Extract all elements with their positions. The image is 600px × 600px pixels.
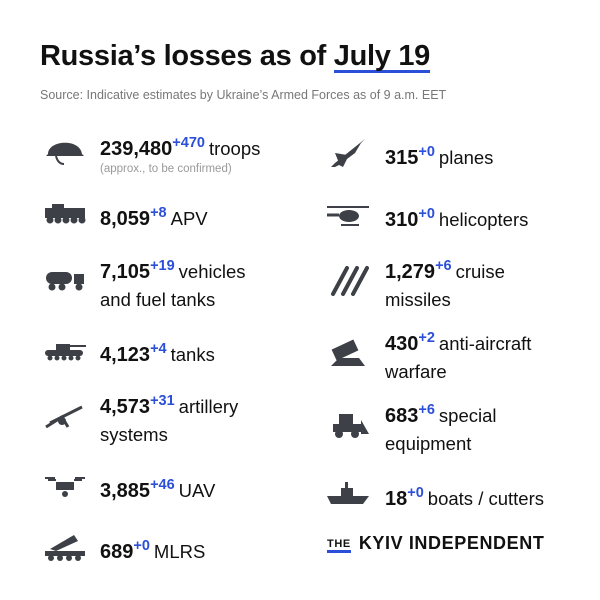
stat-note: (approx., to be confirmed): [100, 163, 232, 175]
stat-planes: 315+0 planes: [385, 139, 493, 172]
stat-label: APV: [170, 208, 208, 229]
helicopter-icon: [325, 199, 371, 231]
stat-label-line2: missiles: [385, 289, 451, 310]
plane-icon: [325, 137, 371, 169]
mlrs-icon: [42, 531, 88, 563]
logo-name: KYIV INDEPENDENT: [358, 533, 545, 553]
stat-label: helicopters: [438, 209, 529, 230]
stat-label: planes: [438, 147, 494, 168]
stat-value: 3,885: [100, 480, 151, 502]
stat-value: 315: [385, 147, 419, 169]
title-date: July 19: [333, 40, 431, 73]
stat-value: 8,059: [100, 208, 151, 230]
stat-label: artillery: [178, 396, 239, 417]
stat-delta: +8: [150, 205, 167, 221]
source-note: Source: Indicative estimates by Ukraine’…: [40, 88, 447, 102]
stat-delta: +2: [418, 330, 435, 346]
stat-vehicles: 7,105+19 vehicles and fuel tanks: [100, 253, 246, 313]
stat-delta: +0: [133, 538, 150, 554]
stat-value: 4,123: [100, 344, 151, 366]
stat-label: boats / cutters: [427, 488, 544, 509]
stat-label: special: [438, 405, 497, 426]
stat-boats: 18+0 boats / cutters: [385, 480, 544, 513]
title-prefix: Russia’s losses as of: [40, 40, 334, 72]
stat-troops: 239,480+470 troops (approx., to be confirm…: [100, 130, 260, 175]
missile-icon: [325, 264, 371, 296]
stat-label-line2: and fuel tanks: [100, 289, 216, 310]
stat-delta: +4: [150, 341, 167, 357]
stat-special: 683+6 special equipment: [385, 397, 497, 457]
stat-delta: +19: [150, 258, 175, 274]
stat-value: 18: [385, 488, 408, 510]
stat-helicopters: 310+0 helicopters: [385, 201, 528, 234]
stat-delta: +0: [418, 206, 435, 222]
stat-delta: +0: [418, 144, 435, 160]
stat-label: tanks: [170, 344, 215, 365]
ship-icon: [325, 478, 371, 510]
stat-value: 7,105: [100, 261, 151, 283]
stat-label: MLRS: [153, 541, 206, 562]
stat-label: anti-aircraft: [438, 333, 532, 354]
stat-label-line2: systems: [100, 424, 168, 445]
stat-cruise: 1,279+6 cruise missiles: [385, 253, 505, 313]
fuel-truck-icon: [42, 264, 88, 296]
stat-delta: +470: [172, 135, 205, 151]
stat-value: 689: [100, 541, 134, 563]
stat-value: 430: [385, 333, 419, 355]
stat-delta: +0: [407, 485, 424, 501]
stat-artillery: 4,573+31 artillery systems: [100, 388, 238, 448]
logo-the: THE: [327, 538, 351, 553]
stat-label: troops: [208, 138, 261, 159]
stat-label: UAV: [178, 480, 216, 501]
anti-aircraft-icon: [325, 336, 371, 368]
stat-mlrs: 689+0 MLRS: [100, 533, 205, 566]
drone-icon: [42, 470, 88, 502]
stat-delta: +6: [418, 402, 435, 418]
stat-value: 683: [385, 405, 419, 427]
stat-apv: 8,059+8 APV: [100, 200, 208, 233]
stat-anti-aircraft: 430+2 anti-aircraft warfare: [385, 325, 531, 385]
stat-delta: +6: [435, 258, 452, 274]
helmet-icon: [42, 134, 88, 166]
stat-value: 239,480: [100, 138, 173, 160]
stat-label: vehicles: [178, 261, 246, 282]
stat-tanks: 4,123+4 tanks: [100, 336, 215, 369]
stat-value: 310: [385, 209, 419, 231]
stat-value: 4,573: [100, 396, 151, 418]
stat-label-line2: warfare: [385, 361, 447, 382]
stat-delta: +31: [150, 393, 175, 409]
stat-label-line2: equipment: [385, 433, 472, 454]
stat-delta: +46: [150, 477, 175, 493]
apv-icon: [42, 198, 88, 230]
artillery-icon: [42, 399, 88, 431]
stat-label: cruise: [455, 261, 505, 282]
stat-uav: 3,885+46 UAV: [100, 472, 215, 505]
tank-icon: [42, 334, 88, 366]
kyiv-independent-logo: THE KYIV INDEPENDENT: [327, 533, 544, 554]
stat-value: 1,279: [385, 261, 436, 283]
page-title: Russia’s losses as of July 19: [40, 40, 430, 73]
loader-icon: [325, 408, 371, 440]
